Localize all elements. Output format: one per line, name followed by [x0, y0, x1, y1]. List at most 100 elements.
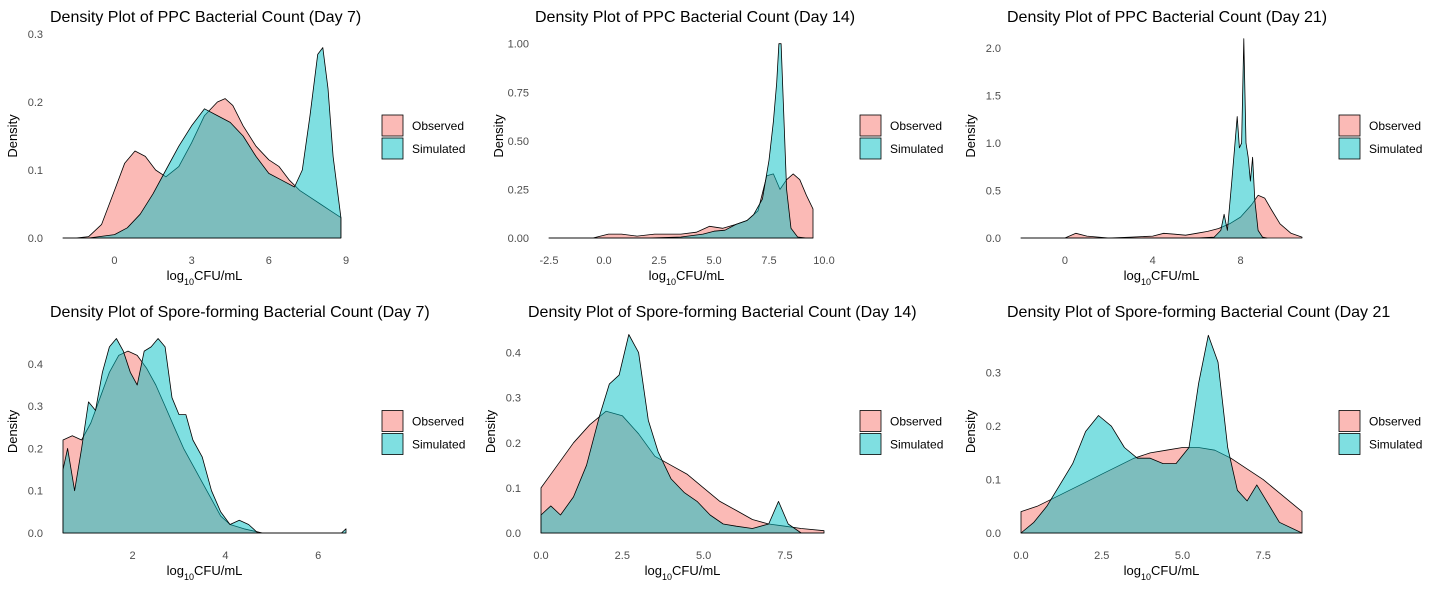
chart-title: Density Plot of PPC Bacterial Count (Day…: [1007, 9, 1327, 26]
y-tick-label: 0.2: [28, 97, 43, 109]
legend: Observed Simulated: [859, 410, 943, 455]
legend: Observed Simulated: [1338, 114, 1422, 160]
legend-key-simulated: [1338, 433, 1361, 455]
legend: Observed Simulated: [1338, 410, 1422, 455]
y-tick-label: 0.0: [506, 528, 521, 540]
y-tick-label: 0.1: [986, 475, 1001, 487]
x-tick-label: 7.5: [761, 255, 776, 267]
legend-key-observed: [381, 114, 404, 137]
x-tick-label: 6: [266, 255, 272, 267]
x-tick-label: -2.5: [540, 255, 559, 267]
x-axis-label: log10CFU/mL: [649, 268, 725, 287]
y-tick-label: 1.0: [986, 138, 1001, 150]
legend-key-observed: [859, 114, 882, 137]
y-tick-label: 0.0: [28, 528, 43, 540]
y-tick-label: 0.2: [986, 421, 1001, 433]
legend-key-simulated: [859, 433, 882, 455]
legend-label: Observed: [890, 415, 942, 429]
legend-key-observed: [381, 410, 404, 432]
x-tick-label: 6: [315, 550, 321, 562]
y-axis-label: Density: [5, 114, 20, 158]
legend-label: Simulated: [890, 142, 943, 156]
y-tick-label: 0.1: [28, 486, 43, 498]
legend-label: Simulated: [412, 438, 465, 452]
legend-label: Simulated: [412, 142, 465, 156]
y-tick-label: 0.50: [508, 136, 529, 148]
y-axis-label: Density: [963, 409, 978, 453]
density-area-simulated: [62, 338, 347, 534]
y-axis-label: Density: [491, 114, 506, 158]
legend-label: Observed: [1369, 119, 1421, 133]
y-tick-label: 0.25: [508, 184, 529, 196]
chart-panel-1: Density Plot of PPC Bacterial Count (Day…: [5, 9, 465, 287]
x-tick-label: 7.5: [1256, 550, 1271, 562]
y-tick-label: 0.4: [506, 348, 521, 360]
chart-panel-4: Density Plot of Spore-forming Bacterial …: [5, 304, 465, 582]
y-tick-label: 0.3: [28, 29, 43, 41]
legend: Observed Simulated: [381, 114, 465, 160]
legend-key-simulated: [381, 137, 404, 160]
chart-title: Density Plot of Spore-forming Bacterial …: [1007, 304, 1390, 321]
y-axis-label: Density: [963, 114, 978, 158]
x-tick-label: 2.5: [615, 550, 630, 562]
y-tick-label: 0.0: [986, 528, 1001, 540]
y-tick-label: 0.3: [28, 401, 43, 413]
y-tick-label: 0.5: [986, 186, 1001, 198]
y-axis-label: Density: [5, 409, 20, 453]
x-tick-label: 0: [111, 255, 117, 267]
legend-label: Simulated: [890, 438, 943, 452]
density-area-simulated: [540, 334, 825, 534]
x-tick-label: 0: [1062, 255, 1068, 267]
legend-label: Observed: [412, 119, 464, 133]
chart-title: Density Plot of PPC Bacterial Count (Day…: [535, 9, 855, 26]
x-tick-label: 10.0: [813, 255, 834, 267]
legend-key-simulated: [859, 137, 882, 160]
legend-key-simulated: [381, 433, 404, 455]
chart-title: Density Plot of PPC Bacterial Count (Day…: [50, 9, 361, 26]
x-axis-label: log10CFU/mL: [167, 268, 243, 287]
y-axis-label: Density: [483, 409, 498, 453]
x-tick-label: 9: [343, 255, 349, 267]
x-tick-label: 0.0: [1013, 550, 1028, 562]
legend-label: Observed: [1369, 415, 1421, 429]
x-tick-label: 5.0: [696, 550, 711, 562]
chart-title: Density Plot of Spore-forming Bacterial …: [528, 304, 917, 321]
x-axis-label: log10CFU/mL: [1124, 268, 1200, 287]
chart-panel-3: Density Plot of PPC Bacterial Count (Day…: [963, 9, 1422, 287]
legend-key-simulated: [1338, 137, 1361, 160]
legend-label: Observed: [412, 415, 464, 429]
y-tick-label: 0.2: [506, 438, 521, 450]
chart-panel-5: Density Plot of Spore-forming Bacterial …: [483, 304, 943, 582]
y-tick-label: 0.1: [28, 165, 43, 177]
legend: Observed Simulated: [859, 114, 943, 160]
x-axis-label: log10CFU/mL: [1124, 563, 1200, 582]
density-area-observed: [1020, 194, 1303, 239]
x-axis-label: log10CFU/mL: [167, 563, 243, 582]
y-tick-label: 1.00: [508, 39, 529, 51]
x-tick-label: 0.0: [533, 550, 548, 562]
y-tick-label: 2.0: [986, 43, 1001, 55]
x-axis-label: log10CFU/mL: [645, 563, 721, 582]
x-tick-label: 2.5: [651, 255, 666, 267]
y-tick-label: 0.0: [28, 233, 43, 245]
x-tick-label: 4: [222, 550, 228, 562]
y-tick-label: 1.5: [986, 91, 1001, 103]
density-area-simulated: [1020, 38, 1268, 239]
density-area-simulated: [1020, 334, 1303, 534]
x-tick-label: 2: [130, 550, 136, 562]
legend-label: Observed: [890, 119, 942, 133]
legend-label: Simulated: [1369, 142, 1422, 156]
chart-title: Density Plot of Spore-forming Bacterial …: [50, 304, 430, 321]
x-tick-label: 7.5: [777, 550, 792, 562]
legend-key-observed: [1338, 410, 1361, 432]
legend-label: Simulated: [1369, 438, 1422, 452]
x-tick-label: 5.0: [1175, 550, 1190, 562]
y-tick-label: 0.00: [508, 233, 529, 245]
chart-panel-6: Density Plot of Spore-forming Bacterial …: [963, 304, 1422, 582]
legend-key-observed: [1338, 114, 1361, 137]
y-tick-label: 0.3: [506, 393, 521, 405]
x-tick-label: 2.5: [1094, 550, 1109, 562]
x-tick-label: 5.0: [706, 255, 721, 267]
chart-panel-2: Density Plot of PPC Bacterial Count (Day…: [491, 9, 943, 287]
